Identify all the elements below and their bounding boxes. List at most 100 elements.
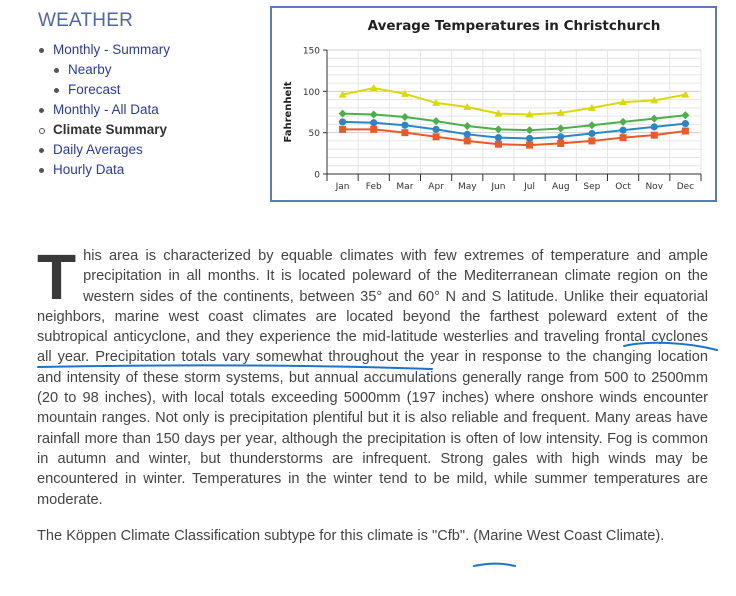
y-tick-label: 0 (314, 171, 320, 181)
data-point (619, 117, 628, 126)
data-point (338, 109, 347, 118)
nav-item-forecast[interactable]: Forecast (53, 80, 258, 100)
site-title: WEATHER (38, 10, 133, 31)
paragraph-text: The Köppen Climate Classification subtyp… (37, 527, 433, 544)
x-tick-label: Nov (645, 182, 663, 192)
data-point (338, 90, 347, 98)
data-point (432, 133, 440, 141)
data-point (557, 133, 565, 141)
x-tick-label: Oct (615, 182, 631, 192)
x-tick-label: Mar (396, 182, 413, 192)
data-point (681, 119, 690, 128)
chart-title: Average Temperatures in Christchurch (368, 18, 661, 34)
nav-link[interactable]: Nearby (68, 62, 112, 77)
x-tick-label: Sep (583, 182, 600, 192)
x-tick-label: Jun (490, 182, 505, 192)
data-point (650, 114, 659, 123)
series-line (342, 112, 686, 132)
nav-item-climate-summary: Climate Summary (38, 120, 258, 140)
data-point (432, 117, 441, 126)
nav-link[interactable]: Daily Averages (53, 142, 143, 157)
data-point (494, 125, 503, 134)
data-point (619, 126, 627, 134)
x-tick-label: May (458, 182, 477, 192)
data-point (400, 89, 409, 97)
temperature-chart: Average Temperatures in Christchurch Fahr… (270, 6, 717, 202)
nav-current-label: Climate Summary (53, 122, 168, 137)
data-point (494, 109, 503, 117)
nav-item-hourly-data[interactable]: Hourly Data (38, 160, 258, 180)
data-point (338, 118, 347, 126)
data-point (463, 130, 471, 138)
data-point (370, 119, 378, 127)
series-line (342, 128, 686, 147)
sidebar-nav: WEATHER Monthly - Summary Nearby Forecas… (38, 10, 258, 180)
x-tick-label: Dec (677, 182, 694, 192)
x-tick-label: Jul (523, 182, 535, 192)
data-point (588, 137, 596, 145)
data-point (619, 134, 627, 142)
data-point (526, 141, 534, 149)
nav-list: Monthly - Summary Nearby Forecast Monthl… (38, 40, 258, 180)
data-point (525, 134, 534, 143)
data-point (681, 127, 689, 135)
data-point (339, 125, 347, 133)
series-line (342, 87, 686, 116)
y-tick-label: 50 (309, 129, 321, 139)
data-point (587, 103, 596, 111)
dropcap: T (37, 241, 77, 313)
x-tick-label: Aug (552, 182, 570, 192)
data-point (650, 96, 659, 104)
paragraph-text: his area is characterized by equable cli… (37, 248, 708, 346)
nav-item-monthly-summary[interactable]: Monthly - Summary (38, 40, 258, 60)
nav-link[interactable]: Hourly Data (53, 162, 125, 177)
data-point (619, 98, 628, 106)
chart-svg: Average Temperatures in Christchurch Fahr… (283, 18, 702, 192)
paragraph-text: Precipitation totals vary somewhat throu… (37, 349, 708, 508)
data-point (401, 129, 409, 137)
data-point (463, 103, 472, 111)
data-point (369, 84, 378, 92)
data-point (556, 124, 565, 133)
highlighted-phrase: mid-latitude westerlies and traveling fr… (37, 329, 708, 366)
ink-underline-code (473, 562, 516, 567)
koppen-paragraph: The Köppen Climate Classification subtyp… (37, 526, 708, 546)
koppen-code: "Cfb" (432, 527, 466, 544)
y-axis-label: Fahrenheit (283, 81, 294, 142)
x-tick-label: Apr (428, 182, 444, 192)
data-point (401, 121, 409, 129)
x-tick-label: Jan (335, 182, 350, 192)
data-point (557, 139, 565, 147)
nav-item-monthly-all-data[interactable]: Monthly - All Data (38, 100, 258, 120)
data-point (681, 111, 690, 120)
nav-item-nearby[interactable]: Nearby (53, 60, 258, 80)
data-point (370, 125, 378, 133)
y-tick-label: 150 (303, 47, 320, 57)
nav-link[interactable]: Monthly - All Data (53, 102, 159, 117)
data-point (650, 131, 658, 139)
data-point (432, 125, 440, 133)
data-point (588, 129, 596, 138)
data-point (525, 110, 534, 118)
data-point (494, 140, 502, 148)
data-point (650, 123, 658, 131)
data-point (432, 98, 441, 106)
data-point (587, 121, 596, 130)
series-line (342, 120, 686, 140)
nav-link[interactable]: Monthly - Summary (53, 42, 171, 57)
x-tick-label: Feb (366, 182, 382, 192)
data-point (525, 126, 534, 135)
data-point (494, 134, 503, 142)
data-point (400, 112, 409, 121)
data-point (681, 90, 690, 98)
nav-link[interactable]: Forecast (68, 82, 121, 97)
paragraph-text: . (Marine West Coast Climate). (465, 527, 665, 544)
data-point (556, 108, 565, 116)
data-point (463, 137, 471, 145)
data-point (463, 122, 472, 131)
y-tick-label: 100 (303, 88, 320, 98)
nav-item-daily-averages[interactable]: Daily Averages (38, 140, 258, 160)
data-point (369, 110, 378, 119)
